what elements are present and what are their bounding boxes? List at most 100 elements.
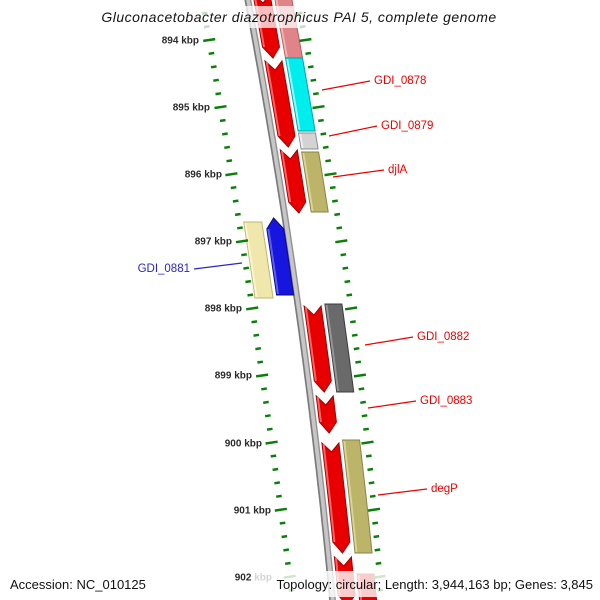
gene-GDI_0882-gray[interactable] xyxy=(324,303,355,393)
minor-tick xyxy=(369,494,376,498)
leader-line-GDI_0879 xyxy=(328,125,378,137)
minor-tick xyxy=(224,145,231,150)
minor-tick xyxy=(355,360,362,364)
minor-tick xyxy=(253,333,260,337)
minor-tick xyxy=(310,78,317,82)
minor-tick xyxy=(210,65,217,69)
minor-tick xyxy=(344,279,351,284)
minor-tick xyxy=(272,467,279,472)
major-tick xyxy=(312,104,325,110)
gene-label-GDI_0882[interactable]: GDI_0882 xyxy=(417,331,469,343)
gene-label-GDI_0878[interactable]: GDI_0878 xyxy=(374,75,426,87)
tick-arc-left xyxy=(201,11,296,592)
page-title: Gluconacetobacter diazotrophicus PAI 5, … xyxy=(101,9,496,25)
gene-label-GDI_0881[interactable]: GDI_0881 xyxy=(138,263,190,275)
minor-tick xyxy=(334,212,341,217)
gene-red-arrow-2-highlight xyxy=(265,61,281,137)
major-tick xyxy=(246,306,259,311)
leader-line-GDI_0881 xyxy=(193,262,243,270)
gene-GDI_0883-red[interactable] xyxy=(315,394,337,434)
gene-GDI_0878-cyan[interactable] xyxy=(284,57,316,132)
minor-tick xyxy=(226,159,233,163)
minor-tick xyxy=(367,467,374,472)
gene-red-arrow-3-highlight xyxy=(281,150,292,203)
gene-djlA-khaki-highlight xyxy=(302,152,314,212)
minor-tick xyxy=(230,185,237,190)
minor-tick xyxy=(374,548,381,552)
minor-tick xyxy=(255,346,262,351)
tick-label-897: 897 kbp xyxy=(195,237,232,248)
status-topology: Topology: circular; Length: 3,944,163 bp… xyxy=(276,577,593,592)
leader-line-GDI_0882 xyxy=(364,336,414,346)
backbone-edge-right xyxy=(249,0,336,600)
minor-tick xyxy=(243,266,250,270)
gene-djlA-khaki[interactable] xyxy=(301,151,329,213)
tick-label-899: 899 kbp xyxy=(215,371,252,382)
status-backdrop xyxy=(252,571,600,597)
gene-GDI_0879-silver[interactable] xyxy=(297,132,319,150)
minor-tick xyxy=(262,400,269,405)
minor-tick xyxy=(336,226,343,230)
minor-tick xyxy=(313,92,319,96)
minor-tick xyxy=(363,427,369,431)
tick-label-896: 896 kbp xyxy=(185,170,222,181)
major-tick xyxy=(361,440,374,445)
gene-label-degP[interactable]: degP xyxy=(431,483,458,495)
major-tick xyxy=(214,104,227,110)
minor-tick xyxy=(281,534,288,539)
gene-GDI_0881-blue[interactable] xyxy=(266,217,295,296)
gene-GDI_0879-silver-highlight xyxy=(299,133,304,149)
gene-red-arrow-4[interactable] xyxy=(303,304,332,393)
gene-labels: GDI_0878 GDI_0879 djlA GDI_0881 GDI_0882 GDI_… xyxy=(138,75,472,496)
gene-degP-khaki[interactable] xyxy=(342,439,373,554)
minor-tick xyxy=(208,51,215,56)
minor-tick xyxy=(247,293,254,297)
minor-tick xyxy=(245,279,252,284)
gene-red-arrow-3[interactable] xyxy=(279,148,307,214)
gene-GDI_0883-red-highlight xyxy=(316,396,322,423)
tick-label-895: 895 kbp xyxy=(173,103,210,114)
gene-pale-yellow[interactable] xyxy=(243,221,274,299)
minor-tick xyxy=(331,199,338,203)
major-tick xyxy=(299,37,312,43)
gene-red-arrow-2[interactable] xyxy=(264,59,296,148)
minor-tick xyxy=(375,561,382,566)
minor-tick xyxy=(351,333,358,337)
minor-tick xyxy=(276,494,282,498)
major-tick xyxy=(274,507,287,512)
backbone xyxy=(244,0,337,600)
tick-labels: 894 kbp 895 kbp 896 kbp 897 kbp 898 kbp 899 k… xyxy=(162,36,272,584)
gene-red-arrow-6[interactable] xyxy=(321,441,351,554)
major-tick xyxy=(203,37,216,43)
minor-tick xyxy=(274,481,281,485)
gene-GDI_0878-cyan-highlight xyxy=(286,58,301,131)
gene-label-GDI_0883[interactable]: GDI_0883 xyxy=(420,395,472,407)
minor-tick xyxy=(219,118,226,123)
major-tick xyxy=(353,373,367,378)
minor-tick xyxy=(284,561,291,566)
minor-tick xyxy=(257,360,264,364)
minor-tick xyxy=(279,521,286,525)
minor-tick xyxy=(342,266,349,270)
gene-red-arrow-6-highlight xyxy=(322,443,336,543)
backbone-edge-left xyxy=(244,0,331,600)
minor-tick xyxy=(372,521,379,525)
major-tick xyxy=(335,239,348,244)
gene-label-GDI_0879[interactable]: GDI_0879 xyxy=(381,120,433,132)
minor-tick xyxy=(266,427,273,431)
minor-tick xyxy=(353,346,360,351)
minor-tick xyxy=(322,145,329,150)
minor-tick xyxy=(318,118,324,123)
minor-tick xyxy=(368,481,375,485)
minor-tick xyxy=(340,253,347,257)
minor-tick xyxy=(221,132,228,136)
minor-tick xyxy=(373,534,380,539)
minor-tick xyxy=(307,65,314,69)
tick-label-894: 894 kbp xyxy=(162,36,199,47)
minor-tick xyxy=(325,159,332,163)
leader-line-GDI_0878 xyxy=(321,80,371,91)
gene-GDI_0882-gray-highlight xyxy=(325,304,339,392)
gene-label-djlA[interactable]: djlA xyxy=(388,164,408,176)
status-accession: Accession: NC_010125 xyxy=(10,577,146,592)
